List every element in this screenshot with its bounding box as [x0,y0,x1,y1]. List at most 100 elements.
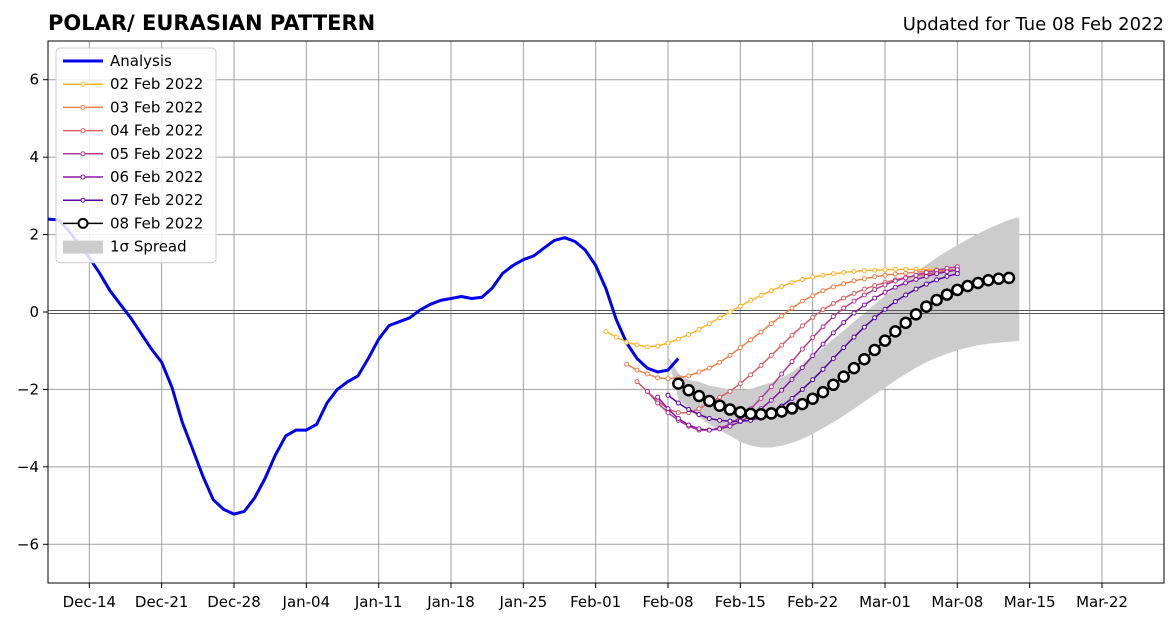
series-point [903,270,909,276]
x-tick-label: Dec-14 [63,593,117,611]
series-point [775,405,788,418]
series-point [727,423,733,429]
series-point [779,342,785,348]
legend-swatch [63,240,103,254]
series-point [841,305,847,311]
series-analysis [47,217,680,516]
series-06-feb-2022 [655,267,960,433]
series-point [903,280,909,286]
series-line [605,268,947,348]
series-point [758,362,764,368]
series-point [892,278,898,284]
series-point [717,426,723,432]
series-point [744,407,757,421]
series-point [655,343,661,349]
series-point [820,307,826,313]
x-tick-label: Dec-28 [207,593,261,611]
x-tick-label: Jan-11 [354,593,403,611]
series-point [692,389,706,403]
series-point [727,309,733,315]
series-point [768,321,774,327]
series-point [665,392,671,398]
series-point [789,305,795,311]
series-point [737,303,743,309]
series-point [806,392,819,405]
series-08-feb-2022 [672,271,1016,421]
series-point [861,276,867,282]
legend-item-analysis: Analysis [63,52,172,70]
x-tick-label: Feb-01 [570,593,621,611]
series-point [799,386,805,392]
series-point [992,272,1005,285]
legend-label: 06 Feb 2022 [110,168,203,186]
series-point [830,314,836,320]
series-point [634,367,640,373]
y-tick-label: 4 [29,148,39,166]
series-point [603,328,609,334]
legend-marker [77,217,89,229]
series-point [672,377,685,390]
series-point [961,279,974,293]
series-point [830,300,836,306]
series-point [644,371,650,377]
series-point [727,352,733,358]
y-tick-label: 2 [29,226,39,244]
series-point [717,315,723,321]
series-point [713,399,726,412]
series-point [789,280,795,286]
series-point [799,276,805,282]
x-tick-label: Dec-21 [135,593,189,611]
series-point [847,361,861,375]
series-point [882,267,888,273]
series-point [861,286,867,292]
series-point [634,379,640,385]
legend-label: 02 Feb 2022 [110,75,203,93]
series-point [737,345,743,351]
series-point [799,323,805,329]
series-point [758,292,764,298]
series-point [655,375,661,381]
series-point [810,377,816,383]
y-tick-label: 0 [29,303,39,321]
y-axis-ticks: 6 4 2 0 −2 −4 −6 [17,71,48,553]
series-point [851,310,857,316]
legend-label: 1σ Spread [110,238,187,256]
series-point [779,371,785,377]
series-point [872,274,878,280]
x-tick-label: Feb-08 [642,593,693,611]
series-point [644,388,650,394]
series-point [799,346,805,352]
series-point [723,403,737,416]
series-point [717,417,723,423]
series-point [951,283,964,297]
series-point [675,415,681,421]
legend-label: 04 Feb 2022 [110,122,203,140]
series-point [882,306,888,312]
series-point [903,275,909,281]
chart-subtitle: Updated for Tue 08 Feb 2022 [903,14,1164,35]
series-point [717,359,723,365]
series-point [820,341,826,347]
series-point [868,343,881,357]
series-point [816,385,830,399]
series-point [892,299,898,305]
series-point [796,397,809,411]
legend-item-06-feb-2022: 06 Feb 2022 [63,168,203,186]
series-point [665,406,671,412]
series-point [899,316,912,330]
y-tick-label: −2 [17,380,39,398]
spread-band-area [668,217,1020,448]
legend-marker [80,104,86,110]
legend-label: 03 Feb 2022 [110,98,203,116]
legend-item-03-feb-2022: 03 Feb 2022 [63,98,203,116]
series-point [861,292,867,298]
series-point [799,365,805,371]
series-point [820,288,826,294]
x-tick-label: Jan-18 [426,593,475,611]
x-tick-label: Mar-15 [1004,593,1056,611]
series-point [944,273,950,279]
series-point [913,286,919,292]
series-point [789,395,795,401]
series-point [765,407,778,420]
